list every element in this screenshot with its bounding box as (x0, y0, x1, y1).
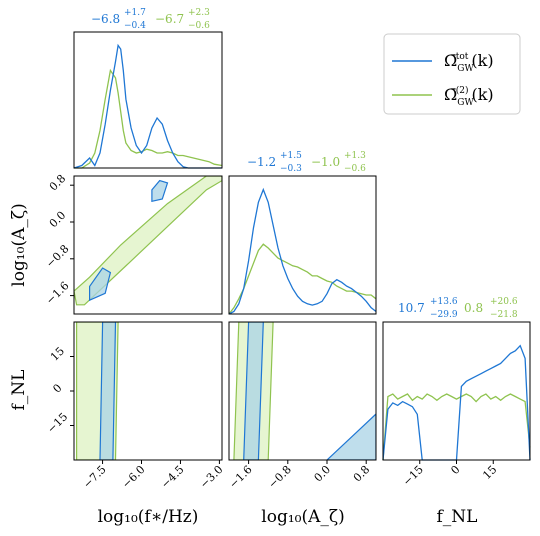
title-tot-plus-log10-azeta: +1.5 (280, 151, 302, 161)
contour-tot_band-fNL_vs_log10_Azeta (243, 322, 264, 460)
frame-fNL_vs_log10_Azeta (228, 321, 377, 461)
title-tot-median-log10-azeta: −1.2 (247, 155, 276, 169)
marginal-second-fNL (382, 393, 531, 461)
xticks-log10_Azeta-col1: −1.6 −0.8 0.0 0.8 (227, 460, 373, 491)
ytick-label-fNL-2: 15 (48, 344, 67, 363)
xtick-label-log10_Azeta-1: −0.8 (266, 463, 294, 491)
frame-diag-log10_Azeta (228, 175, 377, 315)
xtick-label-log10_fstar-2: −4.5 (159, 463, 187, 491)
joint-log10_Azeta_vs_log10_fstar (74, 176, 222, 306)
frame-log10_Azeta_vs_log10_fstar (73, 175, 223, 315)
xticks-fNL-col2: −15 0 15 (400, 460, 499, 489)
ytick-label-log10_Azeta-2: 0.0 (47, 209, 69, 231)
title-tot-plus-log10-fstar: +1.7 (124, 8, 146, 18)
title-second-plus-fnl: +20.6 (490, 297, 518, 307)
joint-contours-log10_Azeta_vs_log10_fstar (74, 176, 222, 306)
title-second-plus-log10-fstar: +2.3 (188, 8, 210, 18)
title-log10-azeta: −1.2 +1.5 −0.3 −1.0 +1.3 −0.6 (247, 151, 366, 174)
joint-contours-fNL_vs_log10_Azeta (233, 322, 376, 460)
frame-diag-fNL (382, 321, 531, 461)
marginal-second-log10_fstar (74, 68, 223, 169)
title-tot-plus-fnl: +13.6 (430, 297, 458, 307)
legend-label-second: Ω̄GW(2) (k) (444, 85, 494, 108)
xlabel-log10-fstar: log₁₀(f∗/Hz) (98, 507, 199, 527)
title-tot-minus-log10-azeta: −0.3 (280, 164, 302, 174)
contour-tot_core-log10_Azeta_vs_log10_fstar (88, 267, 112, 302)
xtick-label-log10_fstar-0: −7.5 (81, 463, 109, 491)
xlabel-log10-azeta: log₁₀(A_ζ) (261, 507, 344, 527)
legend-label-tot: Ω̄GWtot (k) (444, 51, 494, 74)
frame-diag-log10_fstar (73, 31, 223, 169)
title-second-plus-log10-azeta: +1.3 (344, 151, 366, 161)
xtick-label-fNL-2: 15 (480, 463, 499, 482)
marginal-tot-fNL (382, 344, 531, 461)
ytick-label-log10_Azeta-0: −1.6 (43, 279, 71, 307)
xtick-label-log10_Azeta-0: −1.6 (227, 463, 255, 491)
title-tot-median-log10-fstar: −6.8 (91, 12, 120, 26)
yticks-fNL: −15 0 15 (45, 344, 74, 436)
marginal-log10_fstar (73, 43, 223, 169)
xlabel-fnl: f_NL (437, 507, 478, 527)
ytick-label-log10_Azeta-3: 0.8 (47, 172, 69, 194)
xtick-label-fNL-1: 0 (448, 463, 462, 477)
marginal-second-log10_Azeta (228, 243, 377, 315)
contour-tot_corner-fNL_vs_log10_Azeta (326, 413, 376, 460)
title-second-median-log10-fstar: −6.7 (155, 12, 184, 26)
xtick-label-log10_Azeta-3: 0.8 (351, 463, 373, 485)
joint-fNL_vs_log10_fstar (75, 322, 119, 460)
title-second-minus-fnl: −21.8 (490, 310, 518, 320)
title-tot-median-fnl: 10.7 (398, 301, 425, 315)
contour-tot_band-fNL_vs_log10_fstar (99, 322, 117, 460)
ylabel-fnl: f_NL (9, 370, 29, 411)
title-second-minus-log10-fstar: −0.6 (188, 21, 210, 31)
xticks-log10_fstar-col0: −7.5 −6.0 −4.5 −3.0 (81, 460, 226, 491)
title-fnl: 10.7 +13.6 −29.9 0.8 +20.6 −21.8 (398, 297, 518, 320)
ytick-label-fNL-1: 0 (50, 381, 64, 395)
legend-box (383, 33, 521, 115)
xtick-label-log10_fstar-1: −6.0 (120, 463, 148, 491)
contour-tot_upper-log10_Azeta_vs_log10_fstar (151, 179, 169, 203)
ytick-label-fNL-0: −15 (45, 410, 71, 436)
joint-contours-fNL_vs_log10_fstar (75, 322, 119, 460)
xtick-label-log10_fstar-3: −3.0 (197, 463, 225, 491)
ylabel-log10-azeta: log₁₀(A_ζ) (9, 203, 29, 286)
title-tot-minus-fnl: −29.9 (430, 310, 458, 320)
title-tot-minus-log10-fstar: −0.4 (124, 21, 146, 31)
ytick-label-log10_Azeta-1: −0.8 (43, 242, 71, 270)
marginal-tot-log10_Azeta (228, 187, 377, 315)
xtick-label-fNL-0: −15 (400, 463, 426, 489)
joint-fNL_vs_log10_Azeta (233, 322, 376, 460)
yticks-log10_Azeta: −1.6 −0.8 0.0 0.8 (43, 172, 74, 307)
marginal-fNL (382, 344, 531, 461)
title-log10-fstar: −6.8 +1.7 −0.4 −6.7 +2.3 −0.6 (91, 8, 210, 31)
title-second-median-log10-azeta: −1.0 (311, 155, 340, 169)
title-second-median-fnl: 0.8 (464, 301, 483, 315)
title-second-minus-log10-azeta: −0.6 (344, 164, 366, 174)
legend: Ω̄GWtot (k) Ω̄GW(2) (k) (383, 33, 521, 115)
marginal-log10_Azeta (228, 187, 377, 315)
xtick-label-log10_Azeta-2: 0.0 (312, 463, 334, 485)
